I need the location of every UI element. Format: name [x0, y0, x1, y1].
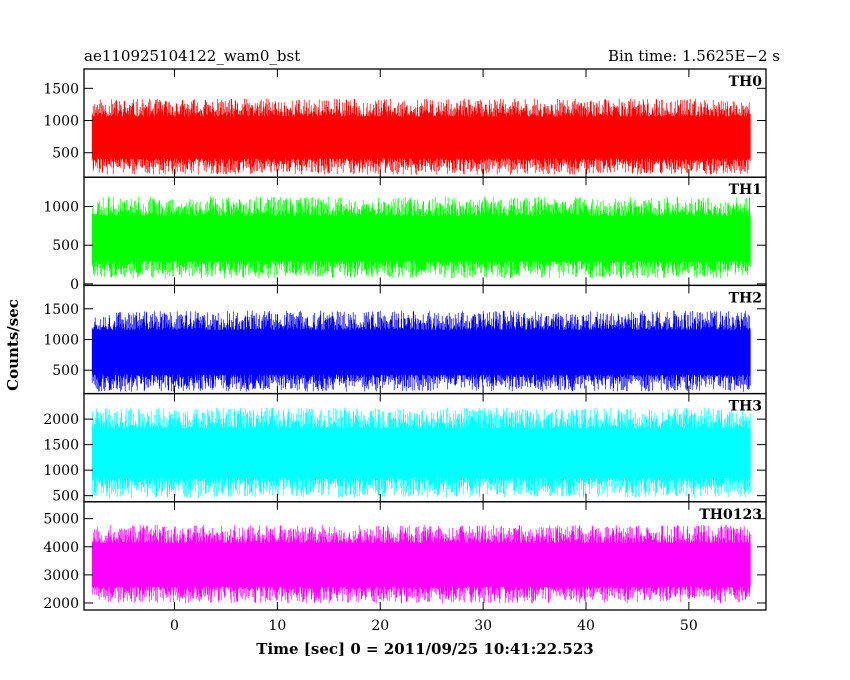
- y-tick-label: 1000: [43, 333, 79, 349]
- panel-th1: 0 500 1000 TH1: [43, 176, 767, 293]
- x-tick-label: 50: [680, 618, 698, 634]
- y-tick-label: 500: [52, 238, 79, 254]
- series-th0: [91, 98, 751, 175]
- x-tick-label: 30: [474, 618, 492, 634]
- observation-id: ae110925104122_wam0_bst: [84, 47, 300, 65]
- x-axis-label: Time [sec] 0 = 2011/09/25 10:41:22.523: [256, 640, 593, 658]
- y-tick-label: 1000: [43, 463, 79, 479]
- panel-frame: [83, 501, 767, 611]
- y-tick-label: 1500: [43, 302, 79, 318]
- y-tick-label: 3000: [43, 568, 79, 584]
- y-tick-label: 500: [52, 489, 79, 505]
- x-tick-label: 0: [170, 618, 179, 634]
- series-label: TH0123: [699, 507, 762, 523]
- panel-th0: 500 1000 1500 TH0: [43, 68, 767, 178]
- y-tick-label: 500: [52, 363, 79, 379]
- y-tick-label: 1000: [43, 200, 79, 216]
- y-tick-label: 2000: [43, 412, 79, 428]
- y-tick-label: 500: [52, 146, 79, 162]
- y-axis-label: Counts/sec: [4, 299, 22, 391]
- series-label: TH1: [729, 182, 762, 198]
- y-tick-label: 1500: [43, 81, 79, 97]
- y-tick-label: 2000: [43, 596, 79, 612]
- series-label: TH3: [729, 399, 762, 415]
- panel-th3: 500 1000 1500 2000 TH3: [43, 392, 767, 505]
- x-tick-label: 20: [371, 618, 389, 634]
- bin-time-label: Bin time: 1.5625E−2 s: [608, 47, 780, 65]
- panel-th0123: 2000 3000 4000 5000 TH0123: [43, 501, 767, 612]
- series-th0123: [91, 524, 751, 604]
- series-label: TH2: [729, 290, 762, 306]
- series-th3: [91, 407, 751, 498]
- series-label: TH0: [729, 74, 763, 90]
- panel-th2: 500 1000 1500 TH2: [43, 284, 767, 395]
- y-tick-label: 0: [70, 277, 79, 293]
- y-tick-label: 1000: [43, 114, 79, 130]
- y-tick-label: 4000: [43, 540, 79, 556]
- y-tick-label: 1500: [43, 438, 79, 454]
- series-th1: [91, 196, 751, 279]
- y-tick-label: 5000: [43, 512, 79, 528]
- series-th2: [91, 310, 751, 392]
- x-tick-label: 40: [577, 618, 595, 634]
- x-tick-label: 10: [268, 618, 286, 634]
